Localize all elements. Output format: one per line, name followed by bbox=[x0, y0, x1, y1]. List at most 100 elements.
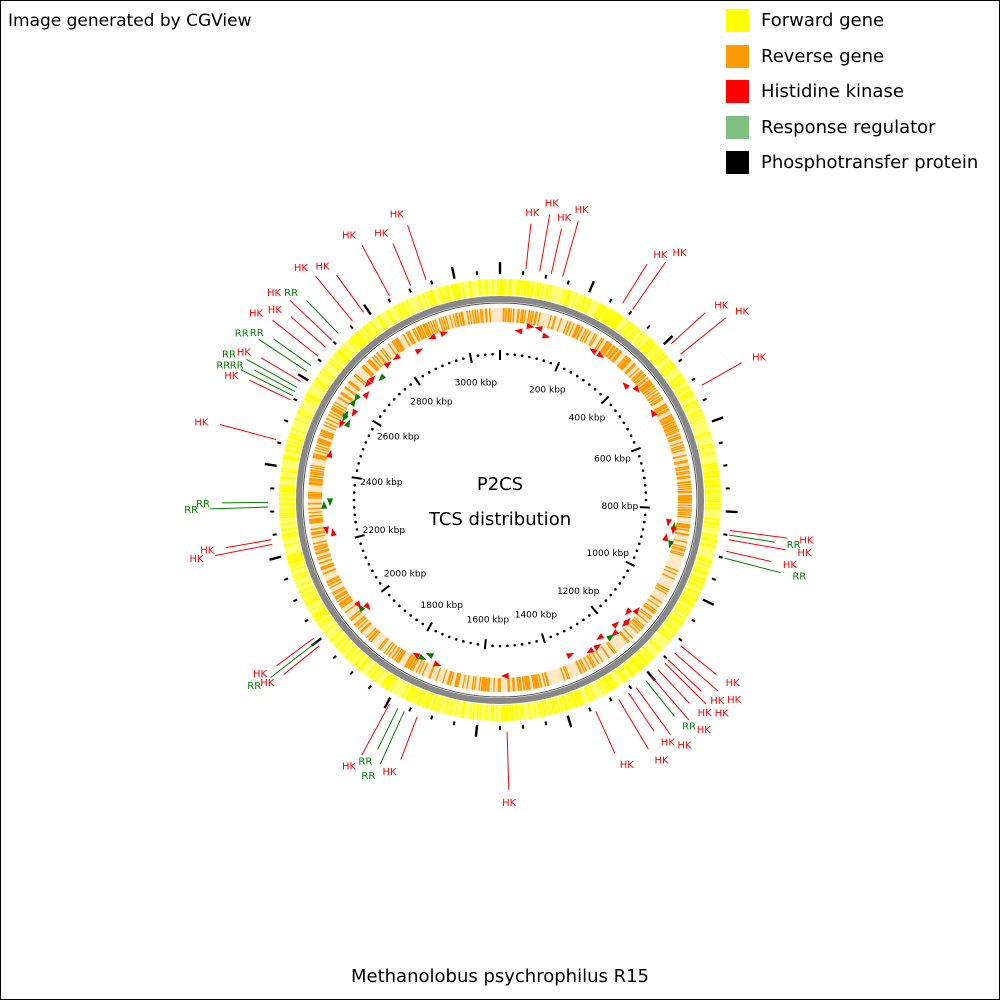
reverse-gene-stripe bbox=[650, 396, 663, 406]
reverse-gene-stripe bbox=[393, 648, 403, 661]
forward-gene-stripe bbox=[671, 378, 686, 389]
forward-gene-stripe bbox=[668, 374, 683, 385]
hk-arrow bbox=[439, 331, 449, 338]
axis-dot bbox=[528, 641, 531, 645]
axis-dot bbox=[638, 542, 641, 546]
forward-gene-stripe bbox=[431, 289, 438, 306]
axis-dot bbox=[644, 498, 648, 502]
forward-gene-stripe bbox=[314, 379, 329, 390]
reverse-gene-stripe bbox=[507, 677, 510, 692]
reverse-gene-stripe bbox=[528, 310, 533, 325]
forward-gene-stripe bbox=[354, 653, 366, 667]
forward-gene-stripe bbox=[702, 467, 719, 471]
forward-gene-stripe bbox=[648, 640, 661, 653]
reverse-gene-stripe bbox=[575, 660, 583, 674]
hk-arrow bbox=[632, 384, 640, 393]
legend-label: Response regulator bbox=[761, 116, 936, 138]
forward-gene-stripe bbox=[704, 508, 721, 511]
rr-arrow bbox=[326, 498, 334, 507]
reverse-gene-stripe bbox=[309, 475, 324, 479]
outer-minor-tick bbox=[718, 555, 723, 559]
axis-dot bbox=[640, 535, 643, 538]
forward-gene-stripe bbox=[573, 690, 581, 707]
forward-gene-stripe bbox=[703, 520, 720, 524]
forward-gene-stripe bbox=[696, 557, 713, 563]
reverse-gene-stripe bbox=[315, 549, 330, 555]
outer-minor-tick bbox=[678, 637, 683, 642]
axis-dot bbox=[632, 441, 636, 444]
forward-gene-stripe bbox=[690, 573, 707, 581]
forward-gene-stripe bbox=[279, 508, 296, 511]
forward-gene-stripe bbox=[683, 400, 698, 409]
forward-gene-stripe bbox=[280, 476, 297, 480]
hk-arrow bbox=[665, 518, 672, 527]
forward-gene-stripe bbox=[422, 292, 429, 309]
reverse-gene-stripe bbox=[314, 545, 329, 551]
axis-dot bbox=[609, 403, 613, 407]
forward-gene-stripe bbox=[604, 675, 615, 690]
forward-gene-stripe bbox=[406, 685, 415, 701]
hk-callout-label: HK bbox=[237, 348, 252, 359]
hk-callout-line bbox=[671, 312, 706, 344]
forward-gene-stripe bbox=[282, 535, 299, 540]
forward-gene-stripe bbox=[697, 442, 714, 449]
reverse-gene-stripe bbox=[454, 672, 459, 687]
axis-dot bbox=[549, 361, 553, 365]
forward-gene-stripe bbox=[383, 674, 394, 689]
axis-dot bbox=[626, 427, 629, 431]
reverse-gene-stripe bbox=[650, 398, 664, 407]
reverse-gene-stripe bbox=[323, 424, 337, 431]
forward-gene-stripe bbox=[686, 408, 702, 417]
hk-callout-label: HK bbox=[382, 767, 397, 778]
hk-callout-label: HK bbox=[661, 737, 676, 748]
reverse-gene-stripe bbox=[308, 479, 324, 483]
forward-gene-stripe bbox=[704, 489, 721, 492]
forward-gene-stripe bbox=[567, 692, 575, 709]
reverse-gene-stripe bbox=[532, 674, 537, 689]
axis-dot bbox=[355, 528, 359, 531]
outer-major-tick bbox=[269, 555, 282, 561]
forward-gene-stripe bbox=[288, 559, 305, 566]
forward-gene-stripe bbox=[460, 701, 465, 718]
reverse-gene-stripe bbox=[396, 337, 406, 351]
forward-gene-stripe bbox=[389, 677, 399, 693]
reverse-gene-stripe bbox=[466, 310, 470, 325]
reverse-gene-stripe bbox=[324, 421, 338, 429]
reverse-gene-stripe bbox=[312, 539, 327, 545]
reverse-gene-stripe bbox=[370, 631, 381, 643]
reverse-gene-stripe bbox=[509, 308, 512, 323]
reverse-gene-stripe bbox=[461, 674, 466, 689]
hk-callout-label: HK bbox=[502, 798, 517, 809]
forward-gene-stripe bbox=[461, 701, 466, 718]
reverse-gene-stripe bbox=[444, 315, 450, 330]
hk-callout-line bbox=[674, 652, 719, 692]
forward-gene-stripe bbox=[690, 574, 706, 582]
outer-minor-tick bbox=[691, 377, 696, 382]
reverse-gene-stripe bbox=[317, 439, 332, 445]
axis-dot bbox=[441, 364, 444, 368]
hk-arrow bbox=[622, 382, 631, 390]
forward-gene-stripe bbox=[536, 282, 542, 299]
outer-major-tick bbox=[725, 510, 738, 514]
axis-dot bbox=[491, 352, 494, 356]
forward-gene-stripe bbox=[583, 686, 592, 702]
axis-dot bbox=[569, 626, 573, 629]
forward-gene-stripe bbox=[280, 477, 297, 481]
forward-gene-stripe bbox=[425, 291, 433, 307]
forward-gene-stripe bbox=[472, 703, 476, 720]
hk-arrow bbox=[586, 646, 595, 654]
forward-gene-stripe bbox=[687, 581, 703, 590]
axis-dot bbox=[361, 549, 365, 553]
forward-gene-stripe bbox=[401, 301, 410, 317]
reverse-gene-stripe bbox=[348, 380, 361, 391]
hk-callout-line bbox=[361, 244, 390, 297]
forward-gene-stripe bbox=[443, 698, 450, 715]
reverse-gene-stripe bbox=[427, 321, 435, 336]
outer-minor-tick bbox=[349, 670, 354, 676]
forward-gene-stripe bbox=[357, 656, 369, 670]
reverse-gene-stripe bbox=[415, 659, 423, 673]
forward-gene-stripe bbox=[283, 456, 300, 461]
axis-dot bbox=[644, 491, 648, 494]
hk-callout-line bbox=[595, 711, 616, 754]
forward-gene-stripe bbox=[624, 661, 636, 676]
